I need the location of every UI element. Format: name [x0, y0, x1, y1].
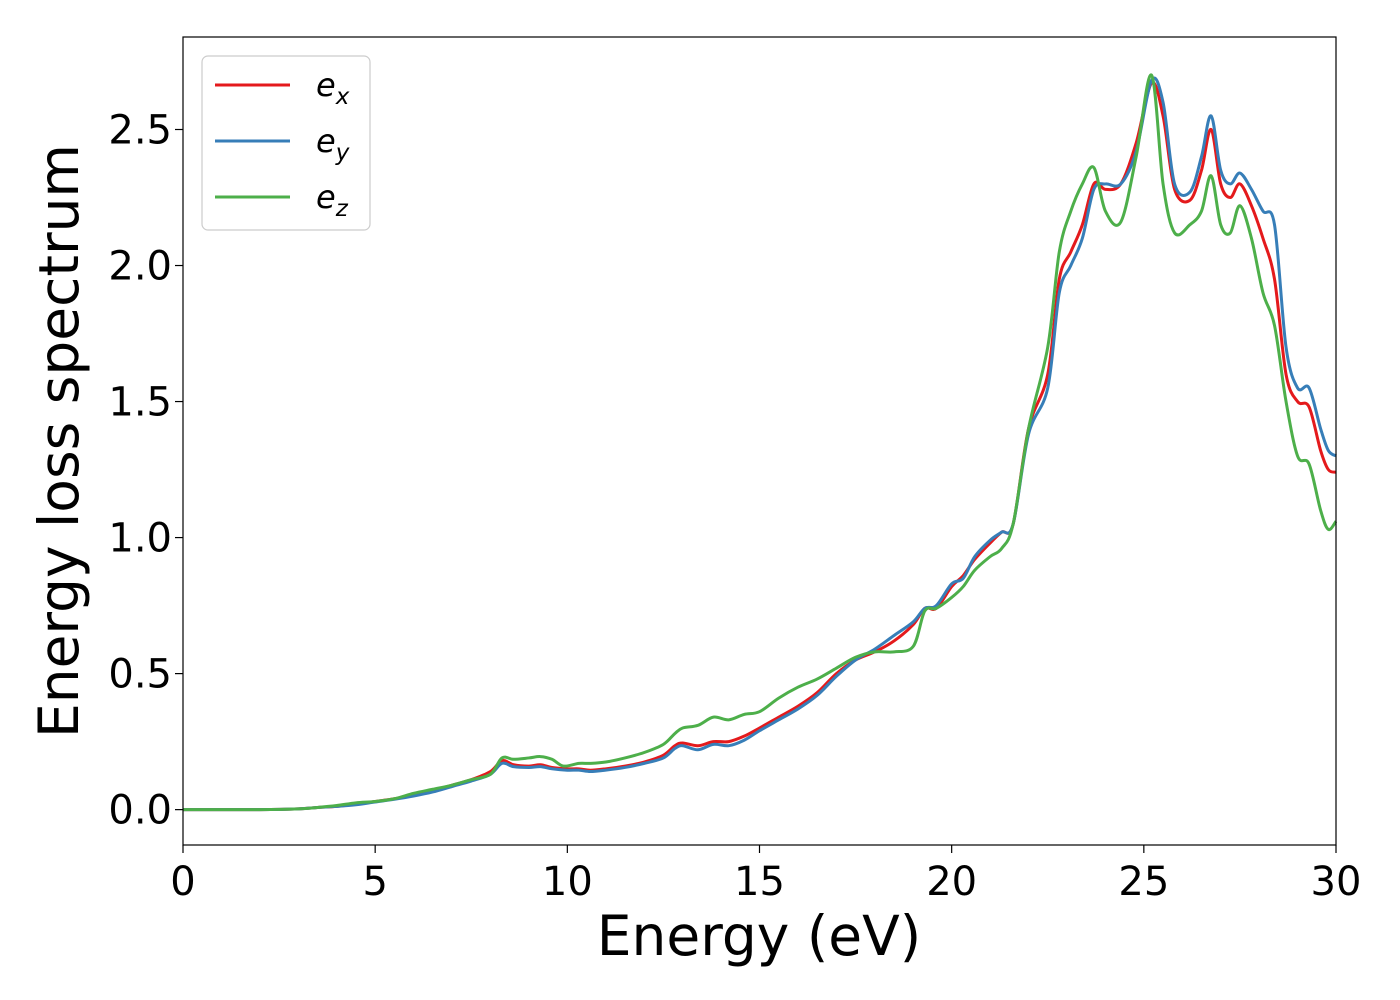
x-axis-ticks: 0 5 10 15 20 25 30: [170, 845, 1361, 905]
legend: ex ey ez: [201, 55, 371, 231]
y-tick-label: 2.0: [108, 244, 172, 290]
legend-label-x: ex: [316, 66, 350, 110]
y-tick-label: 0.5: [108, 652, 172, 698]
y-tick-label: 1.5: [108, 380, 172, 426]
y-tick-label: 0.0: [108, 788, 172, 834]
series-layer: [183, 73, 1338, 812]
x-tick-label: 20: [926, 859, 977, 905]
legend-label-z: ez: [316, 178, 349, 222]
y-axis-label: Energy loss spectrum: [27, 144, 91, 738]
series-line-z: [183, 73, 1338, 812]
x-tick-label: 30: [1311, 859, 1362, 905]
legend-box: [201, 55, 371, 231]
legend-label-y: ey: [316, 122, 350, 166]
x-tick-label: 10: [542, 859, 593, 905]
x-tick-label: 5: [362, 859, 387, 905]
y-tick-label: 1.0: [108, 516, 172, 562]
x-tick-label: 0: [170, 859, 195, 905]
x-tick-label: 15: [734, 859, 785, 905]
y-tick-label: 2.5: [108, 107, 172, 153]
x-tick-label: 25: [1118, 859, 1169, 905]
x-axis-label: Energy (eV): [597, 904, 921, 968]
y-axis-ticks: 0.0 0.5 1.0 1.5 2.0 2.5: [108, 107, 183, 834]
